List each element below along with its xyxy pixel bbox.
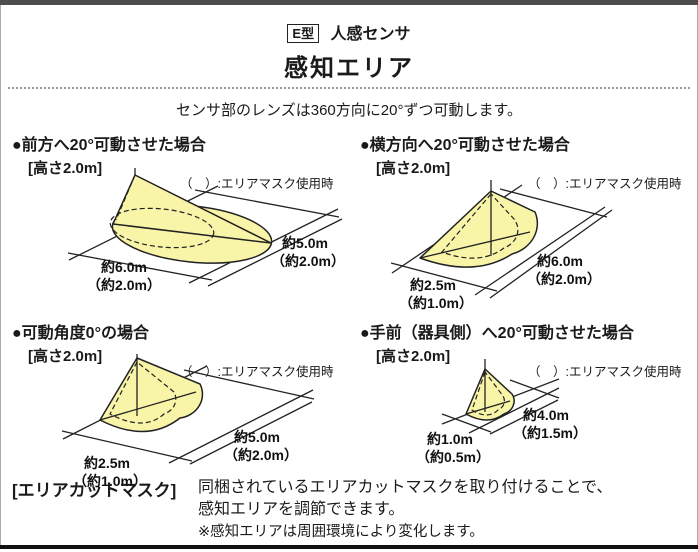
diagram-section-zero: ●可動角度0°の場合 [高さ2.0m] （ ）:エリアマスク使用時 約2.5m … — [12, 324, 348, 514]
masked-area-outline — [440, 193, 519, 259]
dimension-line — [189, 401, 313, 465]
dim-depth-sub: （約2.0m） — [224, 447, 298, 463]
masked-area-outline — [471, 370, 506, 416]
diagram-heading-side: ●横方向へ20°可動させた場合 — [360, 137, 570, 154]
dim-depth-sub: （約2.0m） — [271, 253, 345, 269]
area-cut-mask-label: [エリアカットマスク] — [12, 481, 177, 500]
dim-side-sub: （約1.0m） — [399, 295, 473, 311]
dim-depth-main: 約5.0m — [234, 429, 280, 445]
description-line-1: 同梱されているエリアカットマスクを取り付けることで、 — [198, 479, 613, 496]
detection-cone — [465, 359, 515, 421]
masked-area-outline — [109, 361, 177, 424]
area-mask-note: （ ）:エリアマスク使用時 — [180, 365, 334, 379]
left-border — [0, 5, 1, 546]
dim-depth-main: 約5.0m — [282, 235, 328, 251]
dim-depth-main: 約4.0m — [523, 407, 569, 423]
dim-side-main: 約1.0m — [427, 431, 473, 447]
top-border-bar — [0, 0, 698, 5]
dim-side-sub: （約2.0m） — [87, 277, 161, 293]
environment-note: ※感知エリアは周囲環境により変化します。 — [198, 524, 484, 540]
page-title: 感知エリア — [284, 55, 414, 82]
height-label: [高さ2.0m] — [28, 160, 103, 177]
dim-side-sub: （約1.0m） — [73, 473, 147, 489]
dimension-line — [489, 399, 559, 435]
sensor-type-line: E型 人感センサ — [0, 20, 698, 44]
diagram-section-front: ●前方へ20°可動させた場合 [高さ2.0m] （ ）:エリアマスク使用時 約6… — [12, 136, 348, 326]
diagram-heading-near: ●手前（器具側）へ20°可動させた場合 — [360, 325, 634, 342]
type-badge: E型 — [287, 24, 320, 43]
area-cut-mask-description: 同梱されているエリアカットマスクを取り付けることで、 感知エリアを調節できます。 — [198, 477, 612, 521]
subtitle: センサ部のレンズは360方向に20°ずつ可動します。 — [176, 102, 522, 119]
height-label: [高さ2.0m] — [376, 160, 451, 177]
diagram-section-side: ●横方向へ20°可動させた場合 [高さ2.0m] （ ）:エリアマスク使用時 約… — [360, 136, 696, 326]
ground-plane — [441, 378, 560, 435]
diagram-heading-front: ●前方へ20°可動させた場合 — [12, 137, 206, 154]
dim-side-sub: （約0.5m） — [416, 449, 490, 465]
dim-side-main: 約2.5m — [84, 455, 130, 471]
dim-side-main: 約2.5m — [410, 277, 456, 293]
detection-area-diagram-zero: 約2.5m （約1.0m） 約5.0m （約2.0m） — [61, 354, 315, 489]
area-mask-note: （ ）:エリアマスク使用時 — [528, 365, 682, 379]
detection-cone — [109, 168, 273, 264]
height-label: [高さ2.0m] — [28, 348, 103, 365]
sensor-type-label: 人感センサ — [330, 26, 411, 43]
detection-area-diagram-near: 約1.0m （約0.5m） 約4.0m （約1.5m） — [416, 359, 587, 465]
bottom-border-bar — [0, 545, 698, 549]
diagram-section-near: ●手前（器具側）へ20°可動させた場合 [高さ2.0m] （ ）:エリアマスク使… — [360, 324, 696, 514]
detection-cone — [419, 180, 539, 268]
dim-depth-sub: （約1.5m） — [513, 425, 587, 441]
detection-area-diagram-side: 約2.5m （約1.0m） 約6.0m （約2.0m） — [390, 180, 613, 311]
masked-area-outline — [109, 207, 215, 249]
description-line-2: 感知エリアを調節できます。 — [198, 501, 405, 518]
masked-area-edge — [115, 174, 136, 221]
diagram-heading-zero: ●可動角度0°の場合 — [12, 325, 149, 342]
dotted-divider — [8, 87, 690, 89]
dimension-line — [489, 209, 613, 299]
area-mask-note: （ ）:エリアマスク使用時 — [528, 177, 682, 191]
detection-cone — [99, 354, 204, 433]
detection-area-diagram-front: 約6.0m （約2.0m） 約5.0m （約2.0m） — [67, 168, 345, 293]
dim-depth-sub: （約2.0m） — [527, 271, 601, 287]
dim-side-main: 約6.0m — [101, 259, 147, 275]
dim-depth-main: 約6.0m — [537, 253, 583, 269]
dimension-line — [207, 218, 343, 287]
height-label: [高さ2.0m] — [376, 348, 451, 365]
area-mask-note: （ ）:エリアマスク使用時 — [180, 177, 334, 191]
